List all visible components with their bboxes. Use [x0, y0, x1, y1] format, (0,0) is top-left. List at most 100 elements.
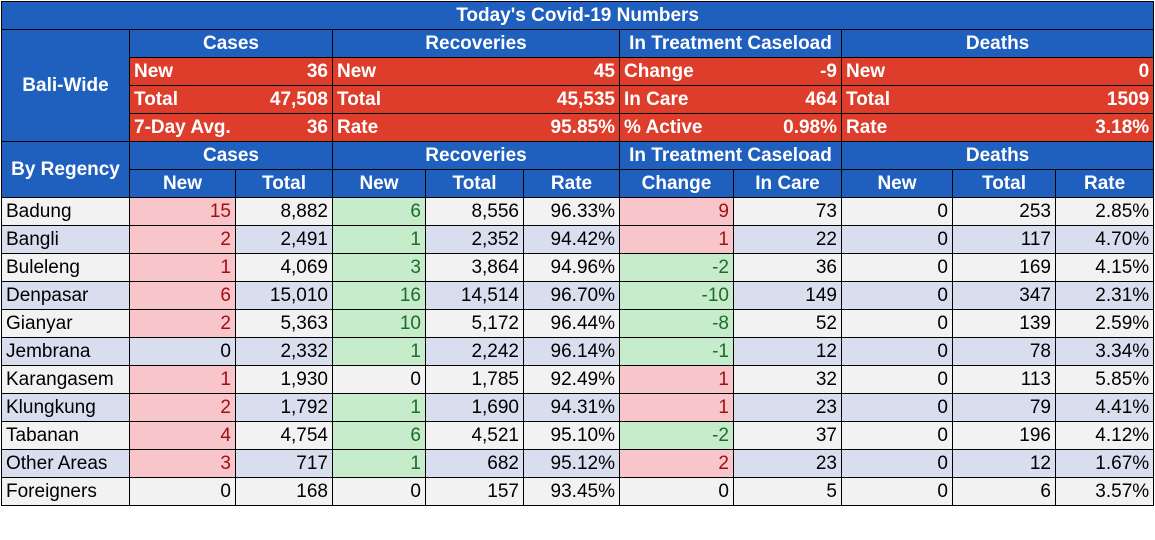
deaths-new-cell: 0 [841, 253, 953, 282]
deaths-total-cell: 139 [952, 309, 1056, 338]
recoveries-rate-cell: 96.14% [523, 337, 620, 366]
recoveries-new-cell: 6 [332, 197, 426, 226]
treatment-change-cell: -1 [619, 337, 734, 366]
deaths-new-cell: 0 [841, 449, 953, 478]
column-header: Change [619, 169, 734, 198]
bali-cases-header: Cases [129, 29, 333, 58]
table-title: Today's Covid-19 Numbers [0, 1, 1155, 30]
deaths-total-cell: 79 [952, 393, 1056, 422]
bali-deaths-value: 0 [952, 57, 1155, 86]
deaths-new-cell: 0 [841, 225, 953, 254]
table-row: Jembrana 0 2,332 1 2,242 96.14% -1 12 0 78 3.34% [1, 337, 1155, 366]
column-header: Rate [523, 169, 620, 198]
deaths-rate-cell: 2.31% [1054, 281, 1155, 310]
bali-treatment-value: -9 [733, 57, 842, 86]
bali-cases-label: New [129, 57, 236, 86]
recoveries-total-cell: 157 [425, 477, 524, 506]
regency-deaths-header: Deaths [840, 141, 1155, 170]
cases-total-cell: 15,010 [235, 281, 333, 310]
bali-recoveries-label: Total [332, 85, 426, 114]
recoveries-new-cell: 3 [332, 253, 426, 282]
deaths-rate-cell: 1.67% [1054, 449, 1155, 478]
recoveries-total-cell: 1,785 [425, 365, 524, 394]
deaths-new-cell: 0 [841, 477, 953, 506]
bali-cases-value: 47,508 [235, 85, 333, 114]
recoveries-new-cell: 0 [332, 365, 426, 394]
deaths-rate-cell: 4.15% [1054, 253, 1155, 282]
deaths-new-cell: 0 [841, 197, 953, 226]
treatment-change-cell: -10 [619, 281, 734, 310]
bali-treatment-value: 0.98% [733, 113, 842, 142]
regency-cases-header: Cases [129, 141, 333, 170]
column-header: Total [425, 169, 524, 198]
cases-new-cell: 6 [129, 281, 236, 310]
bali-recoveries-value: 95.85% [425, 113, 620, 142]
cases-new-cell: 15 [129, 197, 236, 226]
deaths-rate-cell: 2.59% [1054, 309, 1155, 338]
deaths-rate-cell: 2.85% [1054, 197, 1155, 226]
treatment-in-care-cell: 22 [733, 225, 842, 254]
treatment-change-cell: 0 [619, 477, 734, 506]
regency-recoveries-header: Recoveries [332, 141, 620, 170]
table-row: Denpasar 6 15,010 16 14,514 96.70% -10 149 0 347 2… [1, 281, 1155, 310]
table-row: Tabanan 4 4,754 6 4,521 95.10% -2 37 0 196 4.12% [1, 421, 1155, 450]
cases-total-cell: 2,332 [235, 337, 333, 366]
recoveries-rate-cell: 96.44% [523, 309, 620, 338]
recoveries-new-cell: 1 [332, 393, 426, 422]
regency-name: Jembrana [1, 337, 130, 366]
bali-deaths-value: 1509 [952, 85, 1155, 114]
deaths-rate-cell: 3.57% [1054, 477, 1155, 506]
recoveries-rate-cell: 95.12% [523, 449, 620, 478]
deaths-rate-cell: 3.34% [1054, 337, 1155, 366]
deaths-new-cell: 0 [841, 393, 953, 422]
table-row: Badung 15 8,882 6 8,556 96.33% 9 73 0 253 2.85% [1, 197, 1155, 226]
bali-cases-label: 7-Day Avg. [129, 113, 236, 142]
regency-name: Tabanan [1, 421, 130, 450]
regency-treatment-header: In Treatment Caseload [619, 141, 842, 170]
cases-new-cell: 1 [129, 253, 236, 282]
cases-new-cell: 4 [129, 421, 236, 450]
treatment-change-cell: 9 [619, 197, 734, 226]
regency-group-header: By Regency Cases Recoveries In Treatment Ca… [1, 141, 1155, 198]
treatment-in-care-cell: 23 [733, 393, 842, 422]
cases-new-cell: 3 [129, 449, 236, 478]
recoveries-new-cell: 1 [332, 337, 426, 366]
treatment-change-cell: -2 [619, 253, 734, 282]
deaths-total-cell: 196 [952, 421, 1056, 450]
deaths-rate-cell: 4.41% [1054, 393, 1155, 422]
by-regency-label: By Regency [1, 141, 130, 198]
treatment-change-cell: 1 [619, 225, 734, 254]
deaths-rate-cell: 5.85% [1054, 365, 1155, 394]
treatment-change-cell: 1 [619, 393, 734, 422]
column-header: New [332, 169, 426, 198]
bali-cases-value: 36 [235, 57, 333, 86]
deaths-new-cell: 0 [841, 309, 953, 338]
cases-new-cell: 2 [129, 309, 236, 338]
recoveries-rate-cell: 92.49% [523, 365, 620, 394]
cases-new-cell: 0 [129, 337, 236, 366]
deaths-total-cell: 78 [952, 337, 1056, 366]
bali-wide-row: 7-Day Avg. 36 Rate 95.85%% Active 0.98% Rate 3… [2, 113, 1155, 142]
bali-recoveries-label: New [332, 57, 426, 86]
recoveries-total-cell: 1,690 [425, 393, 524, 422]
bali-deaths-label: Total [841, 85, 953, 114]
column-header: Total [235, 169, 333, 198]
bali-treatment-label: % Active [619, 113, 734, 142]
recoveries-rate-cell: 95.10% [523, 421, 620, 450]
cases-total-cell: 4,069 [235, 253, 333, 282]
cases-new-cell: 2 [129, 225, 236, 254]
column-header: Rate [1054, 169, 1155, 198]
treatment-in-care-cell: 73 [733, 197, 842, 226]
recoveries-rate-cell: 96.33% [523, 197, 620, 226]
regency-name: Gianyar [1, 309, 130, 338]
deaths-new-cell: 0 [841, 337, 953, 366]
treatment-change-cell: -8 [619, 309, 734, 338]
recoveries-new-cell: 16 [332, 281, 426, 310]
recoveries-rate-cell: 96.70% [523, 281, 620, 310]
deaths-new-cell: 0 [841, 281, 953, 310]
deaths-total-cell: 12 [952, 449, 1056, 478]
treatment-in-care-cell: 149 [733, 281, 842, 310]
table-row: Gianyar 2 5,363 10 5,172 96.44% -8 52 0 139 2.59% [1, 309, 1155, 338]
regency-name: Foreigners [1, 477, 130, 506]
recoveries-rate-cell: 94.31% [523, 393, 620, 422]
